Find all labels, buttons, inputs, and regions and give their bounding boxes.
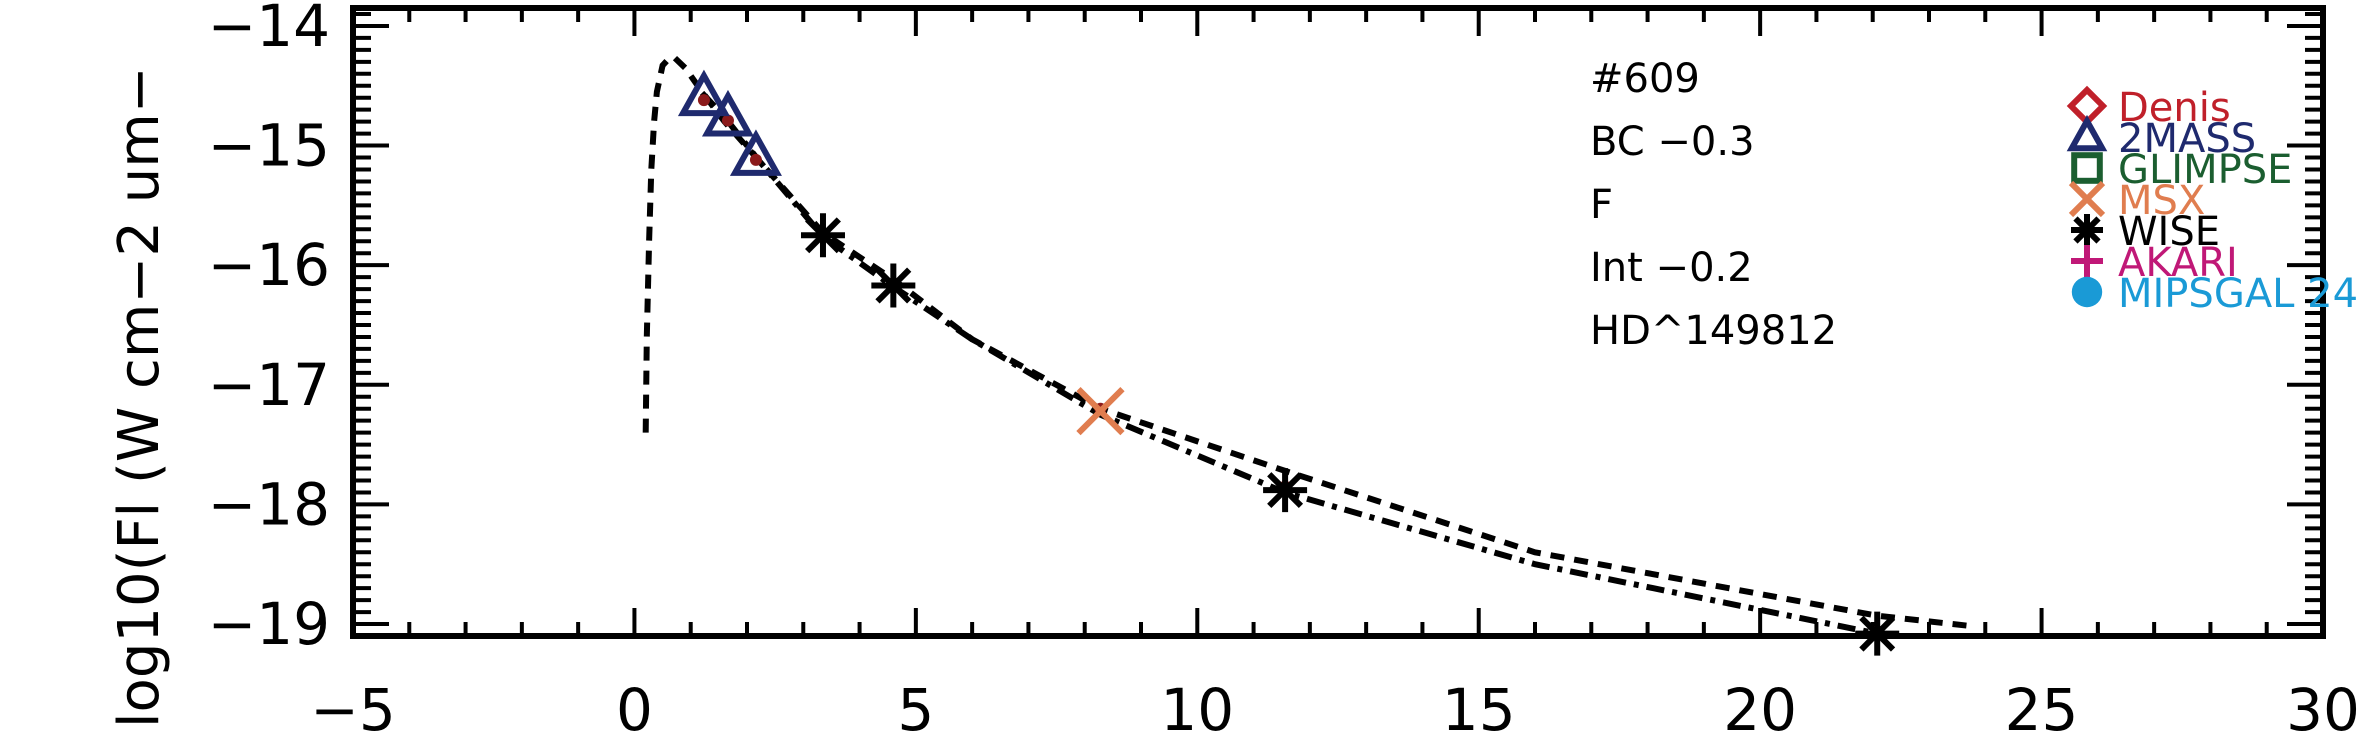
x-tick-label: 15 bbox=[1442, 676, 1516, 744]
data-point-wise bbox=[1855, 611, 1900, 656]
annotation-text: Int −0.2 bbox=[1590, 245, 1753, 291]
legend-label: MSX bbox=[2118, 178, 2205, 224]
legend-label: MIPSGAL 24 bbox=[2118, 271, 2358, 317]
data-point-wise bbox=[1263, 468, 1308, 513]
data-point-wise bbox=[871, 263, 916, 308]
annotation-text: HD^149812 bbox=[1590, 308, 1837, 354]
annotation-text: #609 bbox=[1590, 56, 1700, 102]
x-tick-label: 20 bbox=[1723, 676, 1797, 744]
x-tick-label: 5 bbox=[897, 676, 934, 744]
legend-label: AKARI bbox=[2118, 240, 2238, 286]
annotation-text: F bbox=[1590, 182, 1613, 228]
y-tick-label: −17 bbox=[208, 351, 330, 419]
legend-marker-glimpse bbox=[2071, 152, 2103, 184]
legend-marker-wise bbox=[2071, 214, 2103, 246]
y-tick-label: −18 bbox=[208, 470, 330, 538]
legend-marker-msx bbox=[2068, 180, 2106, 218]
legend-marker-2mass bbox=[2066, 114, 2108, 152]
legend-marker-akari bbox=[2071, 245, 2103, 277]
y-tick-label: −19 bbox=[208, 590, 330, 658]
legend-label: 2MASS bbox=[2118, 116, 2256, 162]
data-point-msx bbox=[1076, 386, 1125, 436]
x-tick-label: 30 bbox=[2286, 676, 2360, 744]
model-curve-dashdot bbox=[699, 90, 1878, 637]
data-point-2mass bbox=[677, 69, 730, 117]
model-point bbox=[721, 114, 734, 127]
annotation-text: BC −0.3 bbox=[1590, 119, 1755, 165]
data-point-2mass bbox=[729, 129, 782, 176]
y-tick-label: −15 bbox=[208, 112, 330, 180]
legend-label: Denis bbox=[2118, 85, 2231, 131]
x-tick-label: 25 bbox=[2005, 676, 2079, 744]
legend-label: GLIMPSE bbox=[2118, 147, 2292, 193]
x-tick-label: −5 bbox=[310, 676, 396, 744]
model-point bbox=[749, 153, 762, 166]
x-tick-label: 0 bbox=[616, 676, 653, 744]
x-tick-label: 10 bbox=[1160, 676, 1234, 744]
y-axis-label: log10(Fl (W cm−2 um− bbox=[107, 66, 172, 728]
model-point bbox=[697, 94, 710, 107]
data-point-2mass bbox=[701, 89, 754, 137]
y-tick-label: −16 bbox=[208, 231, 330, 299]
y-tick-label: −14 bbox=[208, 0, 330, 60]
legend-label: WISE bbox=[2118, 209, 2220, 255]
data-point-wise bbox=[800, 213, 845, 258]
legend-marker-mipsgal-24 bbox=[2071, 276, 2103, 308]
plot-frame bbox=[350, 5, 2326, 639]
